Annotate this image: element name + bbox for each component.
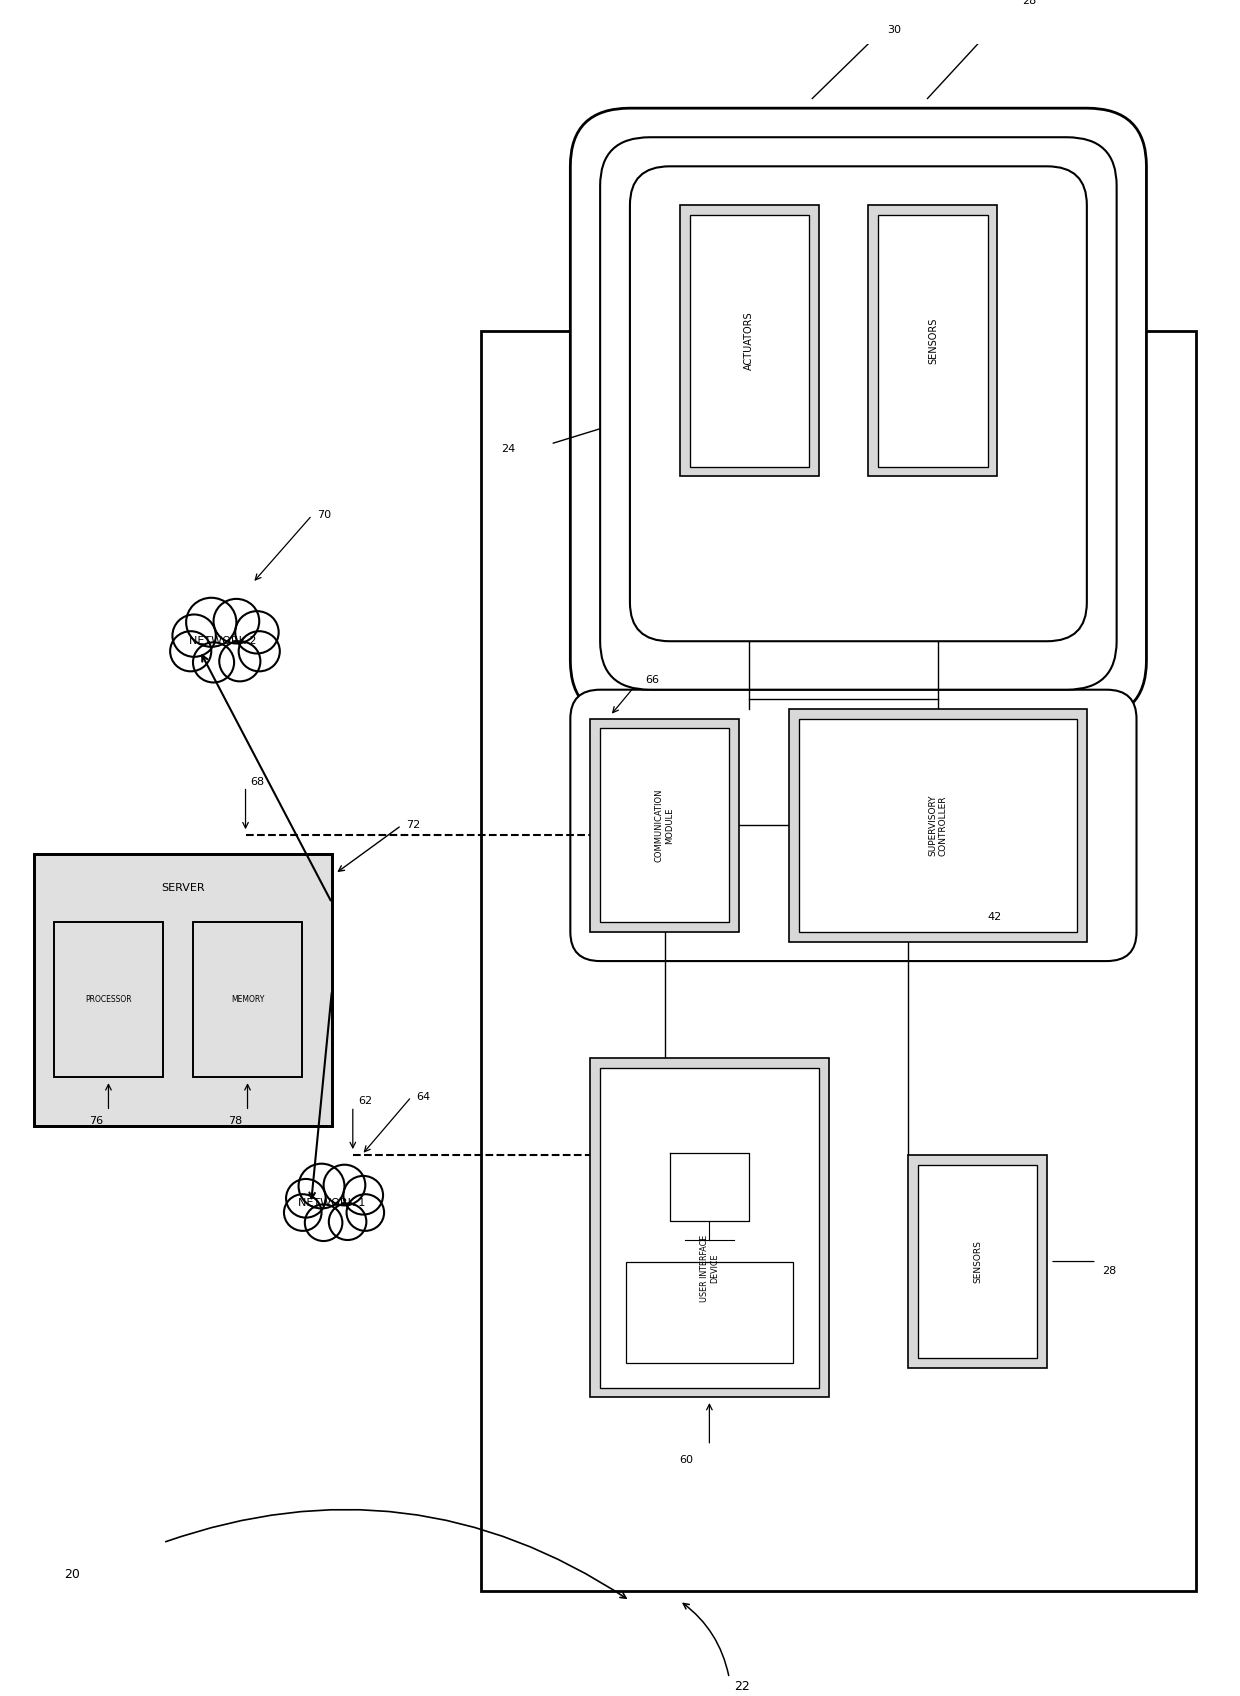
Circle shape [236,611,279,653]
Ellipse shape [290,1180,373,1226]
Circle shape [299,1163,345,1209]
Text: 68: 68 [250,777,264,787]
FancyBboxPatch shape [570,690,1137,962]
Text: 42: 42 [987,912,1002,923]
Circle shape [329,1204,366,1240]
Text: SERVER: SERVER [161,884,205,894]
Circle shape [170,631,211,672]
Bar [590,1058,828,1398]
Circle shape [324,1165,366,1206]
Bar [600,1068,818,1387]
Text: 62: 62 [358,1096,372,1106]
Circle shape [305,1204,342,1241]
Text: 20: 20 [63,1569,79,1581]
Circle shape [286,1179,326,1218]
Bar [33,855,332,1126]
Text: USER INTERFACE
DEVICE: USER INTERFACE DEVICE [699,1235,719,1303]
Text: 78: 78 [228,1116,242,1126]
Text: MEMORY: MEMORY [231,996,264,1004]
Bar [193,923,303,1077]
Bar [799,719,1076,933]
Circle shape [343,1175,383,1214]
Bar [33,855,332,1126]
Text: 24: 24 [501,444,515,455]
Text: 30: 30 [887,25,900,36]
Bar [689,215,808,466]
Bar [53,923,164,1077]
Bar [481,331,1197,1591]
Text: 28: 28 [1102,1267,1116,1275]
Text: NETWORK 1: NETWORK 1 [299,1199,366,1208]
Text: 72: 72 [407,821,420,831]
Text: SENSORS: SENSORS [928,317,937,365]
FancyBboxPatch shape [570,109,1147,719]
FancyBboxPatch shape [630,166,1086,641]
Bar [53,923,164,1077]
Circle shape [213,599,259,643]
Bar [789,709,1086,941]
Text: COMMUNICATION
MODULE: COMMUNICATION MODULE [655,789,675,862]
Circle shape [193,643,234,682]
Bar [918,1165,1037,1358]
Circle shape [346,1194,384,1231]
Circle shape [284,1194,321,1231]
Text: SENSORS: SENSORS [973,1240,982,1282]
Text: PROCESSOR: PROCESSOR [86,996,131,1004]
Circle shape [219,641,260,682]
Text: SUPERVISORY
CONTROLLER: SUPERVISORY CONTROLLER [929,795,947,856]
Bar [878,215,987,466]
Text: 64: 64 [417,1092,430,1102]
Text: 22: 22 [734,1679,750,1693]
Text: 66: 66 [645,675,658,685]
FancyBboxPatch shape [600,137,1117,690]
Bar [590,719,739,933]
Bar [600,729,729,923]
Text: 76: 76 [88,1116,103,1126]
Text: 28: 28 [1022,0,1037,7]
Bar [193,923,303,1077]
Bar [680,205,818,477]
Circle shape [238,631,280,672]
Circle shape [172,614,216,656]
Text: 70: 70 [317,510,331,521]
Bar [868,205,997,477]
Bar [908,1155,1047,1369]
Bar [626,1262,792,1364]
Text: 60: 60 [680,1455,693,1465]
Circle shape [186,597,237,646]
Ellipse shape [177,616,268,667]
Text: NETWORK 2: NETWORK 2 [188,636,257,646]
Text: ACTUATORS: ACTUATORS [744,312,754,370]
